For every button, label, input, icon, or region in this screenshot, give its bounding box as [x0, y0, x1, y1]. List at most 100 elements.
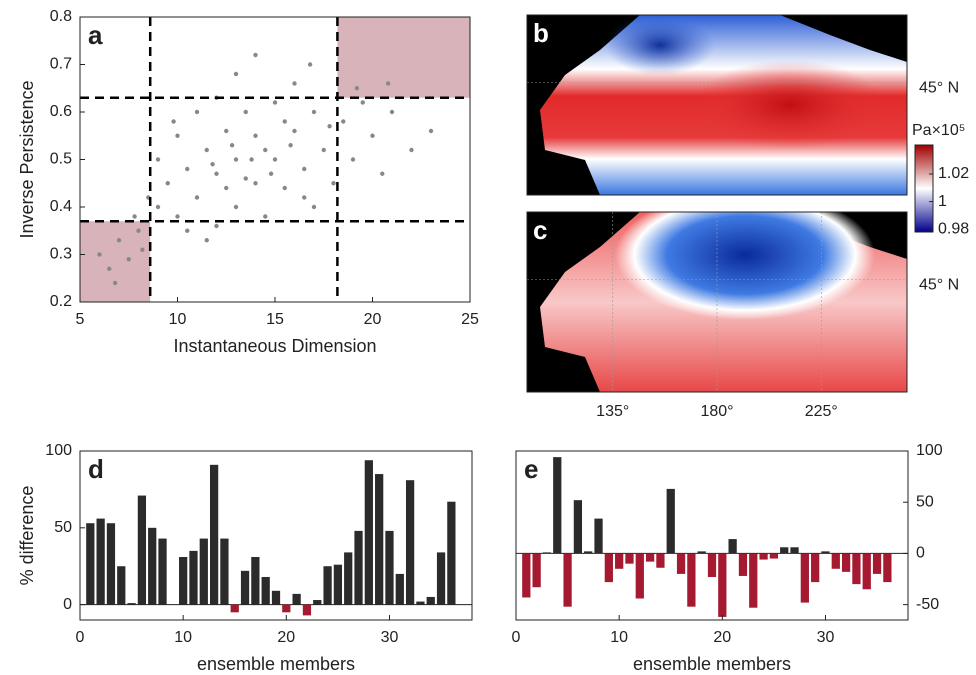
point — [249, 157, 254, 162]
point — [360, 100, 365, 105]
bar — [707, 553, 717, 577]
bar — [251, 557, 260, 605]
bar — [697, 551, 706, 554]
point — [282, 185, 287, 191]
colorbar-label: Pa×10⁵ — [912, 122, 965, 139]
bar — [645, 553, 655, 562]
bar — [148, 527, 157, 605]
point — [327, 124, 332, 129]
bar — [261, 576, 270, 605]
bar — [594, 518, 603, 554]
bar — [137, 495, 147, 605]
bar — [811, 553, 820, 583]
bar — [240, 570, 250, 605]
point — [253, 52, 258, 58]
point — [302, 195, 307, 200]
map-frame — [526, 211, 908, 393]
axes-frame — [79, 450, 473, 621]
bar — [395, 573, 404, 605]
point — [175, 133, 180, 138]
point — [253, 133, 258, 138]
bar — [426, 596, 435, 605]
bar — [117, 566, 126, 605]
bar — [199, 538, 208, 605]
bar — [780, 547, 789, 554]
y-tick-label: 100 — [916, 442, 943, 459]
y-tick-label: 0.8 — [50, 8, 72, 25]
x-tick-label: 20 — [277, 629, 295, 646]
bar — [656, 553, 665, 568]
bar — [313, 600, 322, 605]
point — [341, 119, 346, 124]
bar — [687, 553, 696, 607]
point — [331, 181, 336, 186]
bar — [354, 530, 363, 605]
point — [229, 143, 235, 148]
point — [243, 176, 248, 181]
x-tick-label: 180° — [700, 403, 733, 420]
y-tick-label: 0.2 — [50, 293, 72, 310]
x-axis-label: Instantaneous Dimension — [173, 336, 376, 356]
point — [307, 62, 313, 67]
point — [292, 128, 297, 134]
bar — [405, 480, 415, 605]
bar — [532, 553, 541, 588]
point — [210, 162, 215, 167]
bar — [302, 604, 312, 616]
point — [224, 185, 229, 191]
bar — [375, 474, 384, 605]
x-tick-label: 10 — [174, 629, 192, 646]
y-tick-label: 0.3 — [50, 246, 72, 263]
y-tick-label: 45° N — [919, 80, 959, 97]
point — [389, 109, 395, 115]
x-tick-label: 20 — [364, 311, 382, 328]
y-tick-label: 50 — [54, 519, 72, 536]
panel-letter: c — [533, 215, 547, 245]
bar — [447, 501, 456, 605]
bar — [872, 553, 882, 574]
point — [126, 257, 131, 262]
y-tick-label: 0.7 — [50, 56, 72, 73]
point — [107, 266, 112, 271]
x-tick-label: 0 — [76, 629, 85, 646]
x-axis-label: ensemble members — [197, 654, 355, 674]
panel-letter: b — [533, 18, 549, 48]
y-axis-label: % difference — [17, 486, 37, 586]
x-tick-label: 5 — [76, 311, 85, 328]
bar — [282, 604, 291, 613]
colorbar-tick-label: 1.02 — [938, 165, 969, 182]
y-tick-label: 0.6 — [50, 103, 72, 120]
point — [243, 109, 248, 115]
point — [185, 166, 190, 172]
bar — [271, 590, 281, 605]
point — [185, 228, 190, 233]
bar — [220, 538, 229, 605]
bar — [179, 557, 188, 605]
point — [350, 157, 356, 162]
point — [112, 280, 118, 286]
bar — [189, 550, 198, 605]
bar — [573, 500, 583, 554]
bar — [749, 553, 758, 608]
y-tick-label: 100 — [45, 442, 72, 459]
bar — [728, 539, 737, 554]
x-tick-label: 10 — [169, 311, 187, 328]
point — [233, 157, 239, 162]
panel-letter: a — [88, 20, 103, 50]
x-axis-label: ensemble members — [633, 654, 791, 674]
point — [321, 147, 326, 153]
bar — [436, 552, 446, 605]
colorbar — [914, 144, 934, 233]
panel-letter: d — [88, 454, 104, 484]
y-tick-label: 45° N — [919, 277, 959, 294]
bar — [553, 457, 562, 554]
y-tick-label: -50 — [916, 596, 939, 613]
point — [204, 238, 209, 243]
point — [380, 171, 385, 176]
y-axis-label: Inverse Persistence — [17, 80, 37, 238]
bar — [625, 553, 634, 564]
bar — [522, 553, 531, 598]
point — [136, 228, 141, 233]
bar — [584, 551, 593, 554]
map-b-art — [527, 15, 907, 195]
